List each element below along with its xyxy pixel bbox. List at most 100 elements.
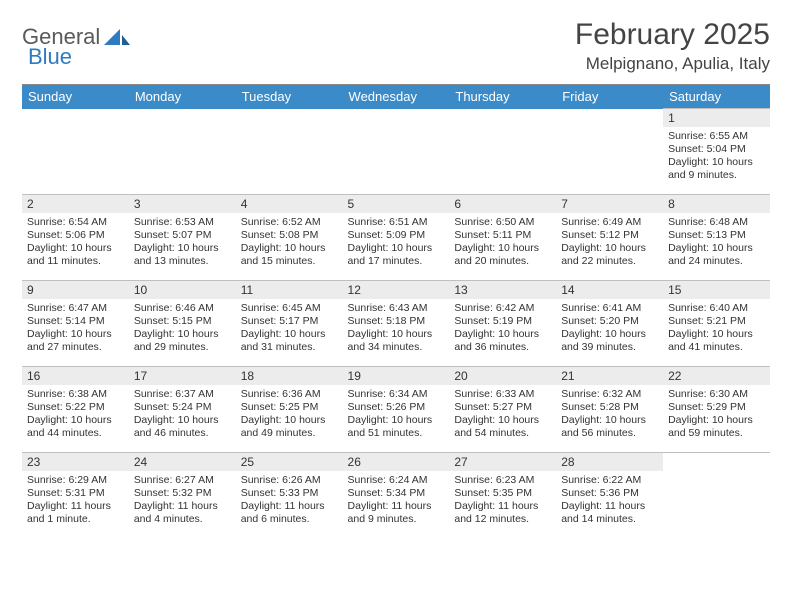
sunrise-value: 6:22 AM [603,474,642,486]
day-number: 25 [236,453,343,471]
calendar-cell [663,453,770,539]
day-body: Sunrise: 6:52 AMSunset: 5:08 PMDaylight:… [236,213,343,274]
sunrise-value: 6:50 AM [496,216,535,228]
calendar-cell: 1Sunrise: 6:55 AMSunset: 5:04 PMDaylight… [663,109,770,195]
day-number: 9 [22,281,129,299]
brand-word2: Blue [28,44,72,70]
sunset-label: Sunset: [348,315,384,327]
sunset-label: Sunset: [668,143,704,155]
sunset-label: Sunset: [561,487,597,499]
sunset-value: 5:36 PM [600,487,639,499]
daylight-label: Daylight: [668,156,709,168]
col-sunday: Sunday [22,85,129,109]
sunset-label: Sunset: [454,229,490,241]
calendar-cell [556,109,663,195]
day-body: Sunrise: 6:51 AMSunset: 5:09 PMDaylight:… [343,213,450,274]
brand-sail-icon [104,27,130,47]
sunrise-value: 6:52 AM [282,216,321,228]
daylight-label: Daylight: [348,242,389,254]
sunset-value: 5:28 PM [600,401,639,413]
sunrise-label: Sunrise: [27,302,66,314]
calendar-cell: 19Sunrise: 6:34 AMSunset: 5:26 PMDayligh… [343,367,450,453]
calendar-cell: 6Sunrise: 6:50 AMSunset: 5:11 PMDaylight… [449,195,556,281]
day-body: Sunrise: 6:41 AMSunset: 5:20 PMDaylight:… [556,299,663,360]
calendar-cell: 18Sunrise: 6:36 AMSunset: 5:25 PMDayligh… [236,367,343,453]
sunrise-value: 6:47 AM [68,302,107,314]
daylight-label: Daylight: [668,414,709,426]
calendar-cell: 27Sunrise: 6:23 AMSunset: 5:35 PMDayligh… [449,453,556,539]
daylight-label: Daylight: [134,242,175,254]
day-body: Sunrise: 6:48 AMSunset: 5:13 PMDaylight:… [663,213,770,274]
calendar-cell: 2Sunrise: 6:54 AMSunset: 5:06 PMDaylight… [22,195,129,281]
calendar-cell: 12Sunrise: 6:43 AMSunset: 5:18 PMDayligh… [343,281,450,367]
sunset-value: 5:29 PM [707,401,746,413]
day-body: Sunrise: 6:49 AMSunset: 5:12 PMDaylight:… [556,213,663,274]
sunrise-value: 6:23 AM [496,474,535,486]
daylight-label: Daylight: [668,242,709,254]
calendar-cell: 10Sunrise: 6:46 AMSunset: 5:15 PMDayligh… [129,281,236,367]
sunset-value: 5:17 PM [279,315,318,327]
sunrise-value: 6:26 AM [282,474,321,486]
sunset-value: 5:14 PM [66,315,105,327]
day-number: 19 [343,367,450,385]
calendar-cell [22,109,129,195]
day-body: Sunrise: 6:43 AMSunset: 5:18 PMDaylight:… [343,299,450,360]
daylight-label: Daylight: [454,328,495,340]
sunrise-value: 6:29 AM [68,474,107,486]
day-number: 8 [663,195,770,213]
day-body: Sunrise: 6:50 AMSunset: 5:11 PMDaylight:… [449,213,556,274]
col-friday: Friday [556,85,663,109]
day-body: Sunrise: 6:22 AMSunset: 5:36 PMDaylight:… [556,471,663,532]
daylight-label: Daylight: [241,414,282,426]
calendar-cell: 8Sunrise: 6:48 AMSunset: 5:13 PMDaylight… [663,195,770,281]
day-body: Sunrise: 6:30 AMSunset: 5:29 PMDaylight:… [663,385,770,446]
sunrise-value: 6:34 AM [389,388,428,400]
daylight-label: Daylight: [27,414,68,426]
sunset-value: 5:32 PM [172,487,211,499]
sunrise-value: 6:54 AM [68,216,107,228]
sunrise-value: 6:36 AM [282,388,321,400]
sunset-value: 5:18 PM [386,315,425,327]
sunset-value: 5:25 PM [279,401,318,413]
day-number: 12 [343,281,450,299]
sunset-label: Sunset: [668,229,704,241]
sunset-label: Sunset: [134,401,170,413]
sunrise-label: Sunrise: [241,216,280,228]
sunrise-label: Sunrise: [668,302,707,314]
sunset-label: Sunset: [454,315,490,327]
weekday-header-row: Sunday Monday Tuesday Wednesday Thursday… [22,85,770,109]
daylight-label: Daylight: [348,414,389,426]
daylight-label: Daylight: [134,328,175,340]
day-number: 3 [129,195,236,213]
sunrise-label: Sunrise: [134,474,173,486]
calendar-cell: 20Sunrise: 6:33 AMSunset: 5:27 PMDayligh… [449,367,556,453]
calendar-cell [449,109,556,195]
daylight-label: Daylight: [27,242,68,254]
calendar-cell: 13Sunrise: 6:42 AMSunset: 5:19 PMDayligh… [449,281,556,367]
month-title: February 2025 [575,18,770,52]
sunrise-label: Sunrise: [241,474,280,486]
sunset-value: 5:27 PM [493,401,532,413]
day-body: Sunrise: 6:37 AMSunset: 5:24 PMDaylight:… [129,385,236,446]
sunset-value: 5:26 PM [386,401,425,413]
day-number: 18 [236,367,343,385]
daylight-label: Daylight: [348,500,389,512]
calendar-cell: 14Sunrise: 6:41 AMSunset: 5:20 PMDayligh… [556,281,663,367]
sunrise-label: Sunrise: [27,216,66,228]
day-number: 28 [556,453,663,471]
calendar-cell: 23Sunrise: 6:29 AMSunset: 5:31 PMDayligh… [22,453,129,539]
sunrise-value: 6:53 AM [175,216,214,228]
daylight-label: Daylight: [241,328,282,340]
day-body: Sunrise: 6:29 AMSunset: 5:31 PMDaylight:… [22,471,129,532]
day-body: Sunrise: 6:36 AMSunset: 5:25 PMDaylight:… [236,385,343,446]
sunset-label: Sunset: [668,401,704,413]
calendar-row: 9 Sunrise: 6:47 AM Sunset: 5:14 PM Daylight… [22,281,770,367]
day-body: Sunrise: 6:53 AMSunset: 5:07 PMDaylight:… [129,213,236,274]
sunset-value: 5:34 PM [386,487,425,499]
day-body: Sunrise: 6:27 AMSunset: 5:32 PMDaylight:… [129,471,236,532]
calendar-cell: 9Sunrise: 6:47 AMSunset: 5:14 PMDaylight… [22,281,129,367]
sunrise-label: Sunrise: [561,474,600,486]
sunrise-value: 6:24 AM [389,474,428,486]
sunset-value: 5:13 PM [707,229,746,241]
calendar-cell: 21Sunrise: 6:32 AMSunset: 5:28 PMDayligh… [556,367,663,453]
